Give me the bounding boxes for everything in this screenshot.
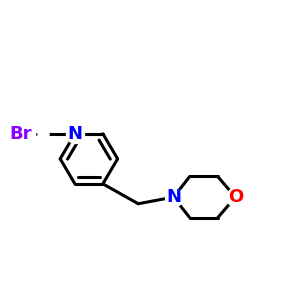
Text: N: N — [68, 125, 82, 143]
Text: N: N — [166, 188, 181, 206]
Text: O: O — [228, 188, 243, 206]
Text: Br: Br — [10, 125, 32, 143]
